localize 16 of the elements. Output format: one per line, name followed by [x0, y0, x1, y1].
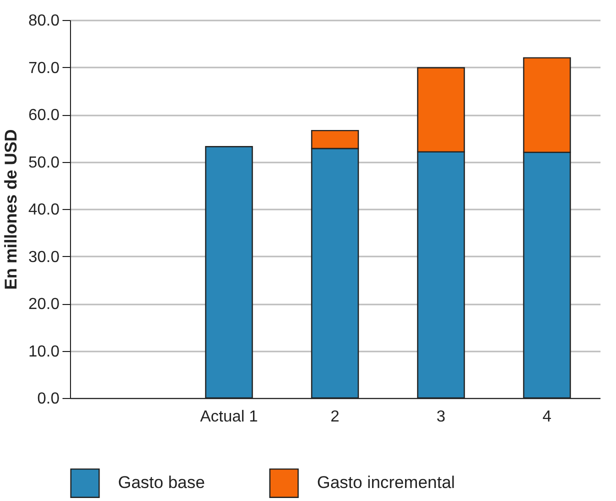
- legend-label: Gasto base: [118, 473, 205, 492]
- y-tick-label: 20.0: [28, 296, 60, 313]
- x-tick-label: 2: [330, 408, 340, 426]
- y-tick-label: 0.0: [37, 390, 60, 408]
- y-tick-label: 50.0: [28, 154, 60, 172]
- y-tick-label: 60.0: [28, 107, 60, 124]
- x-tick-label: 3: [436, 408, 446, 426]
- y-axis-title: En millones de USD: [1, 129, 20, 290]
- legend-label: Gasto incremental: [317, 473, 455, 492]
- y-tick-label: 80.0: [28, 12, 60, 30]
- y-tick-label: 30.0: [28, 248, 60, 266]
- y-tick-label: 40.0: [28, 202, 60, 218]
- y-tick-label: 10.0: [28, 343, 60, 360]
- x-tick-label: Actual 1: [200, 408, 258, 426]
- y-tick-label: 70.0: [28, 60, 60, 77]
- x-tick-label: 4: [542, 408, 552, 426]
